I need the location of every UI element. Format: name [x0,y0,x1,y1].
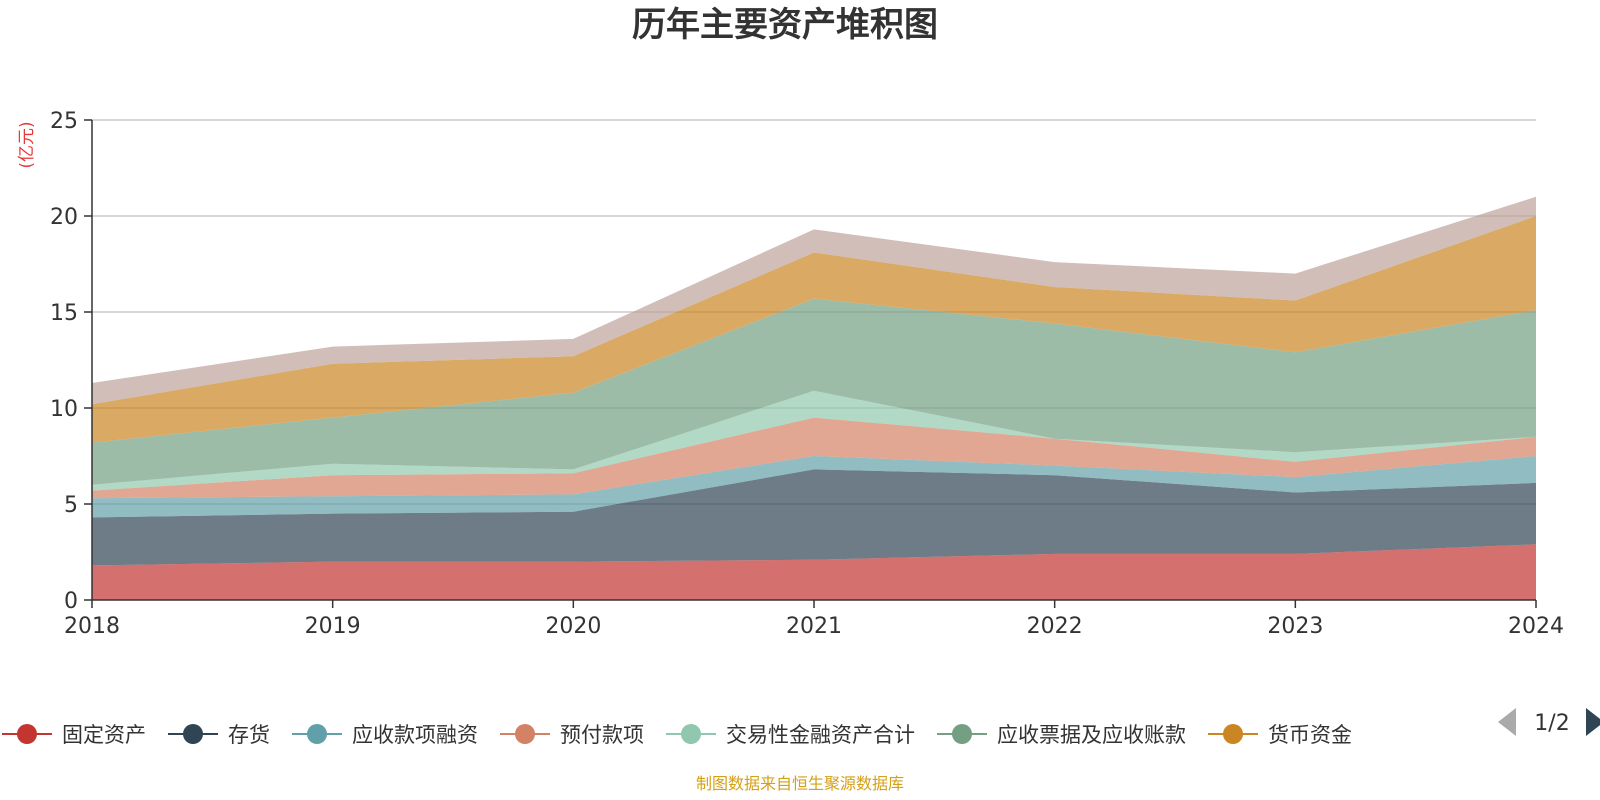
legend-item[interactable]: 应收票据及应收账款 [937,723,1186,747]
legend-marker-icon [183,724,203,744]
legend-item[interactable]: 货币资金 [1208,723,1352,747]
y-tick-label: 15 [50,301,78,326]
area-series-3 [92,417,1536,499]
y-axis-unit: (亿元) [17,121,37,168]
legend-item[interactable]: 存货 [168,723,270,747]
legend-prev-icon[interactable] [1498,708,1516,736]
legend-marker-icon [681,724,701,744]
legend-pager: 1/2 [1498,708,1600,736]
y-tick-label: 20 [50,205,78,230]
legend-label: 固定资产 [62,723,146,747]
legend-page-indicator: 1/2 [1534,711,1569,736]
y-tick-label: 0 [64,589,78,614]
area-series-0 [92,544,1536,600]
x-tick-label: 2022 [1027,614,1083,639]
x-tick-label: 2018 [64,614,120,639]
legend-label: 交易性金融资产合计 [726,723,915,747]
x-tick-label: 2020 [545,614,601,639]
y-tick-label: 25 [50,109,78,134]
legend-marker-icon [1223,724,1243,744]
legend-marker-icon [515,724,535,744]
legend-item[interactable]: 预付款项 [500,723,644,747]
y-tick-label: 5 [64,493,78,518]
x-tick-label: 2024 [1508,614,1564,639]
source-note: 制图数据来自恒生聚源数据库 [696,774,904,793]
y-tick-label: 10 [50,397,78,422]
legend-item[interactable]: 固定资产 [2,723,146,747]
legend-marker-icon [17,724,37,744]
x-tick-label: 2021 [786,614,842,639]
legend-label: 应收款项融资 [352,723,478,747]
legend-item[interactable]: 交易性金融资产合计 [666,723,915,747]
axes: 0 5 10 15 20 25 2018 2019 2020 2021 2022 2023 2024 [50,109,1564,639]
area-series-4 [92,390,1536,491]
legend-next-icon[interactable] [1586,708,1600,736]
y-axis-unit-label: (亿元) [17,121,37,168]
legend-label: 存货 [228,723,270,747]
area-series [92,196,1536,600]
x-tick-label: 2019 [305,614,361,639]
legend-label: 货币资金 [1268,723,1352,747]
legend-label: 预付款项 [560,723,644,747]
legend-label: 应收票据及应收账款 [997,723,1186,747]
area-series-1 [92,469,1536,566]
legend-marker-icon [307,724,327,744]
chart-title: 历年主要资产堆积图 [632,5,938,45]
legend: 固定资产 存货 应收款项融资 预付款项 交易性金融资产合计 应收票据及应收账款 货币资金 [2,723,1352,747]
area-series-6 [92,216,1536,443]
legend-marker-icon [952,724,972,744]
area-series-7 [92,196,1536,405]
legend-item[interactable]: 应收款项融资 [292,723,478,747]
area-series-5 [92,298,1536,485]
x-tick-label: 2023 [1267,614,1323,639]
